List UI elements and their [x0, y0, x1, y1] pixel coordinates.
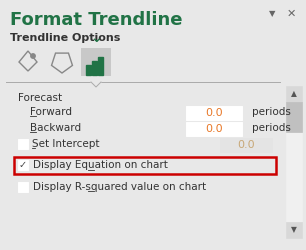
- Bar: [18, 182, 28, 192]
- Text: Display Equation on chart: Display Equation on chart: [33, 160, 168, 170]
- Text: ▲: ▲: [291, 90, 297, 98]
- Text: Trendline Options: Trendline Options: [10, 33, 120, 43]
- Text: Display R-squared value on chart: Display R-squared value on chart: [33, 182, 206, 192]
- Bar: [286, 102, 302, 132]
- Polygon shape: [91, 82, 101, 87]
- Text: 0.0: 0.0: [205, 108, 223, 118]
- Bar: [98, 57, 103, 75]
- Text: ✓: ✓: [19, 160, 27, 170]
- Text: ▼: ▼: [269, 10, 275, 18]
- Bar: [220, 138, 272, 152]
- Bar: [18, 139, 28, 149]
- Bar: [86, 65, 91, 75]
- Text: periods: periods: [252, 107, 291, 117]
- Bar: [286, 86, 302, 102]
- Bar: [92, 61, 97, 75]
- Bar: [18, 160, 28, 170]
- Text: Backward: Backward: [30, 123, 81, 133]
- Text: 0.0: 0.0: [205, 124, 223, 134]
- Text: Format Trendline: Format Trendline: [10, 11, 182, 29]
- Bar: [286, 86, 302, 238]
- Text: ▼: ▼: [291, 226, 297, 234]
- Bar: [186, 122, 242, 136]
- Text: ✕: ✕: [286, 9, 296, 19]
- Circle shape: [31, 54, 35, 58]
- Bar: [186, 106, 242, 120]
- Bar: [286, 222, 302, 238]
- Text: periods: periods: [252, 123, 291, 133]
- Text: Forward: Forward: [30, 107, 72, 117]
- Text: Forecast: Forecast: [18, 93, 62, 103]
- Bar: [14, 157, 276, 174]
- Bar: [81, 48, 111, 76]
- Text: ⌄: ⌄: [90, 31, 102, 45]
- Text: Set Intercept: Set Intercept: [32, 139, 99, 149]
- Text: 0.0: 0.0: [237, 140, 255, 150]
